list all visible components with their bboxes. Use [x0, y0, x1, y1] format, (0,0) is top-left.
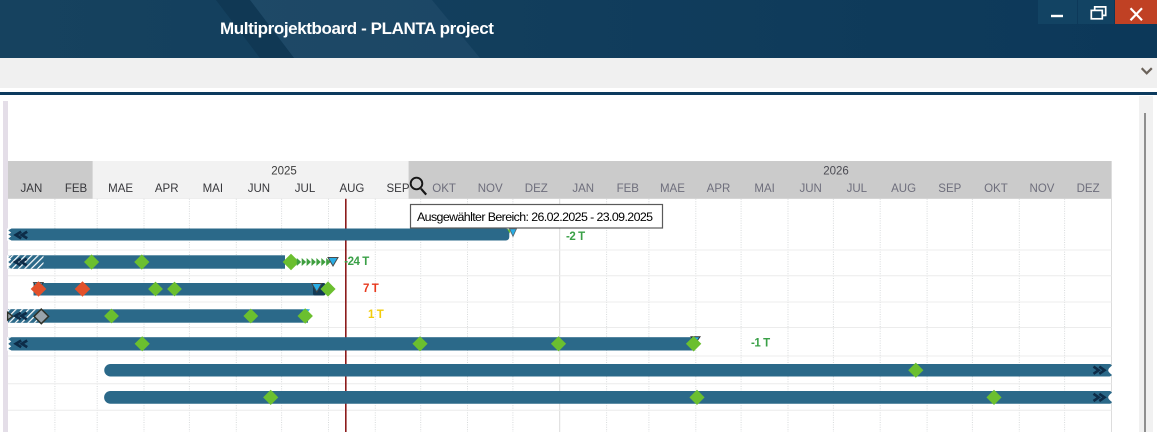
- svg-text:-2 T: -2 T: [566, 231, 585, 243]
- svg-text:Ausgewählter Bereich: 26.02.20: Ausgewählter Bereich: 26.02.2025 - 23.09…: [417, 210, 653, 224]
- svg-text:OKT: OKT: [432, 183, 456, 195]
- svg-text:APR: APR: [707, 183, 731, 195]
- svg-text:7 T: 7 T: [363, 283, 379, 295]
- svg-text:MAI: MAI: [754, 183, 774, 195]
- svg-text:OKT: OKT: [984, 183, 1008, 195]
- svg-text:MAE: MAE: [660, 183, 685, 195]
- svg-text:JUN: JUN: [248, 183, 270, 195]
- svg-text:JAN: JAN: [21, 183, 43, 195]
- svg-text:APR: APR: [155, 183, 179, 195]
- svg-text:AUG: AUG: [339, 183, 364, 195]
- svg-text:NOV: NOV: [1030, 183, 1055, 195]
- svg-text:2026: 2026: [823, 166, 849, 178]
- svg-text:JUL: JUL: [847, 183, 868, 195]
- svg-text:SEP: SEP: [938, 183, 961, 195]
- svg-text:1 T: 1 T: [368, 309, 384, 321]
- svg-text:FEB: FEB: [617, 183, 640, 195]
- svg-text:2025: 2025: [271, 166, 297, 178]
- svg-text:JAN: JAN: [572, 183, 594, 195]
- svg-text:DEZ: DEZ: [525, 183, 548, 195]
- svg-text:FEB: FEB: [65, 183, 88, 195]
- svg-text:NOV: NOV: [478, 183, 503, 195]
- svg-text:DEZ: DEZ: [1077, 183, 1100, 195]
- svg-text:JUL: JUL: [295, 183, 316, 195]
- svg-text:-1 T: -1 T: [751, 338, 770, 350]
- svg-text:JUN: JUN: [800, 183, 822, 195]
- svg-text:MAI: MAI: [203, 183, 223, 195]
- svg-text:AUG: AUG: [891, 183, 916, 195]
- svg-text:-24 T: -24 T: [344, 256, 369, 268]
- svg-text:SEP: SEP: [386, 183, 409, 195]
- svg-text:MAE: MAE: [108, 183, 133, 195]
